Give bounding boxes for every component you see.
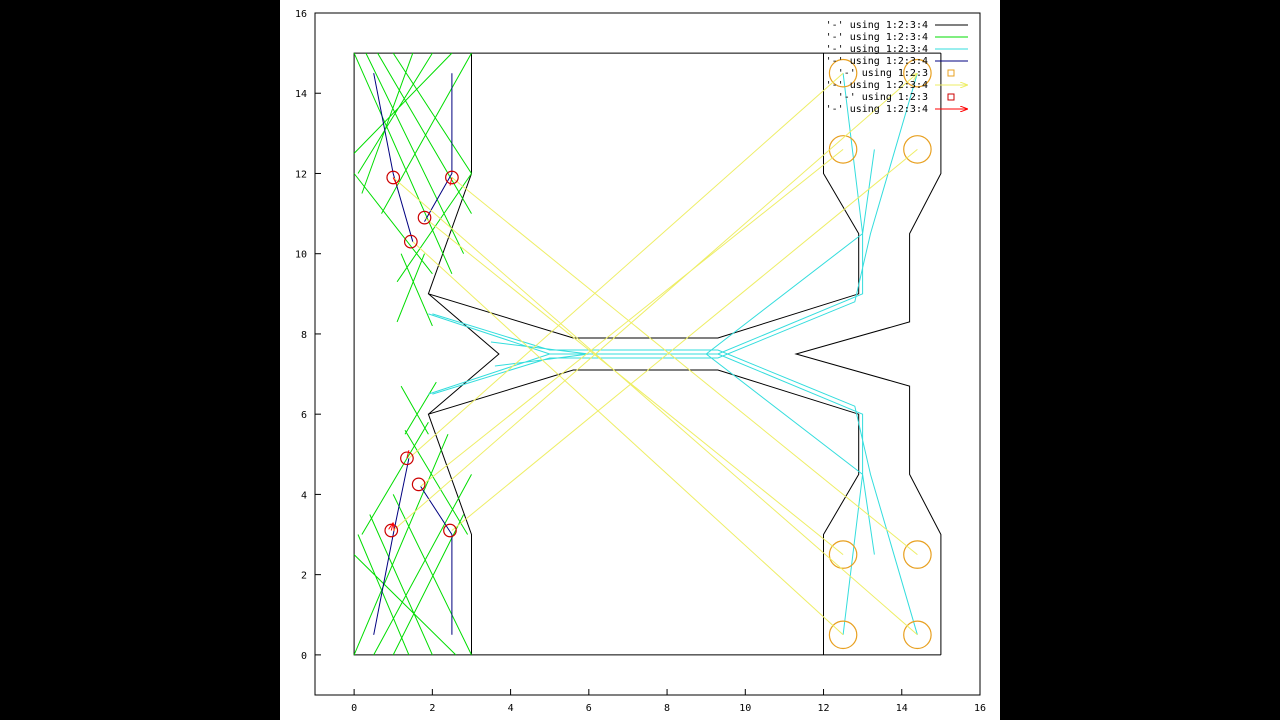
- y-tick-label: 14: [295, 89, 307, 100]
- legend-label: '-' using 1:2:3:4: [826, 80, 928, 91]
- x-tick-label: 16: [974, 703, 986, 714]
- circle-mark: [828, 620, 858, 650]
- circle-mark: [386, 170, 401, 185]
- plot-marks: [353, 52, 942, 656]
- x-tick-label: 8: [664, 703, 670, 714]
- y-tick-label: 0: [301, 651, 307, 662]
- x-tick-label: 14: [896, 703, 908, 714]
- x-tick-label: 6: [586, 703, 592, 714]
- x-tick-label: 0: [351, 703, 357, 714]
- y-tick-label: 2: [301, 571, 307, 582]
- line-path: [428, 73, 918, 635]
- y-tick-label: 8: [301, 330, 307, 341]
- legend-label: '-' using 1:2:3:4: [826, 56, 928, 67]
- legend: '-' using 1:2:3:4'-' using 1:2:3:4'-' us…: [826, 20, 968, 115]
- legend-symbol: [947, 93, 955, 101]
- line-path: [353, 52, 472, 656]
- x-tick-label: 12: [818, 703, 830, 714]
- x-tick-label: 2: [429, 703, 435, 714]
- arrow-path: [391, 177, 453, 531]
- line-path: [353, 52, 942, 656]
- axes: 0 2 4 6 8 10 12 14 16 0 2 4 6 8 10 12 14 16: [295, 9, 986, 714]
- y-tick-label: 6: [301, 410, 307, 421]
- legend-label: '-' using 1:2:3: [838, 68, 928, 79]
- circle-mark: [903, 58, 932, 88]
- circle-mark: [828, 540, 858, 569]
- legend-label: '-' using 1:2:3:4: [826, 32, 928, 43]
- x-tick-label: 10: [739, 703, 751, 714]
- circle-mark: [400, 451, 414, 466]
- circle-mark: [403, 234, 418, 249]
- legend-symbol: [947, 69, 955, 77]
- line-path: [373, 73, 453, 635]
- circle-mark: [828, 58, 858, 88]
- legend-label: '-' using 1:2:3:4: [826, 104, 928, 115]
- circle-mark: [443, 523, 457, 538]
- y-tick-label: 16: [295, 9, 307, 20]
- y-tick-label: 4: [301, 490, 307, 501]
- circle-mark: [903, 620, 932, 650]
- circle-mark: [411, 477, 426, 492]
- arrow-path: [392, 73, 917, 636]
- legend-label: '-' using 1:2:3:4: [826, 20, 928, 31]
- y-tick-label: 12: [295, 169, 307, 180]
- circle-mark: [417, 210, 432, 225]
- y-tick-label: 10: [295, 250, 307, 261]
- circle-mark: [903, 135, 932, 164]
- legend-label: '-' using 1:2:3:4: [826, 44, 928, 55]
- legend-label: '-' using 1:2:3: [838, 92, 928, 103]
- plot-frame: [314, 12, 981, 696]
- x-tick-label: 4: [508, 703, 514, 714]
- circle-mark: [445, 170, 459, 185]
- circle-mark: [903, 540, 932, 569]
